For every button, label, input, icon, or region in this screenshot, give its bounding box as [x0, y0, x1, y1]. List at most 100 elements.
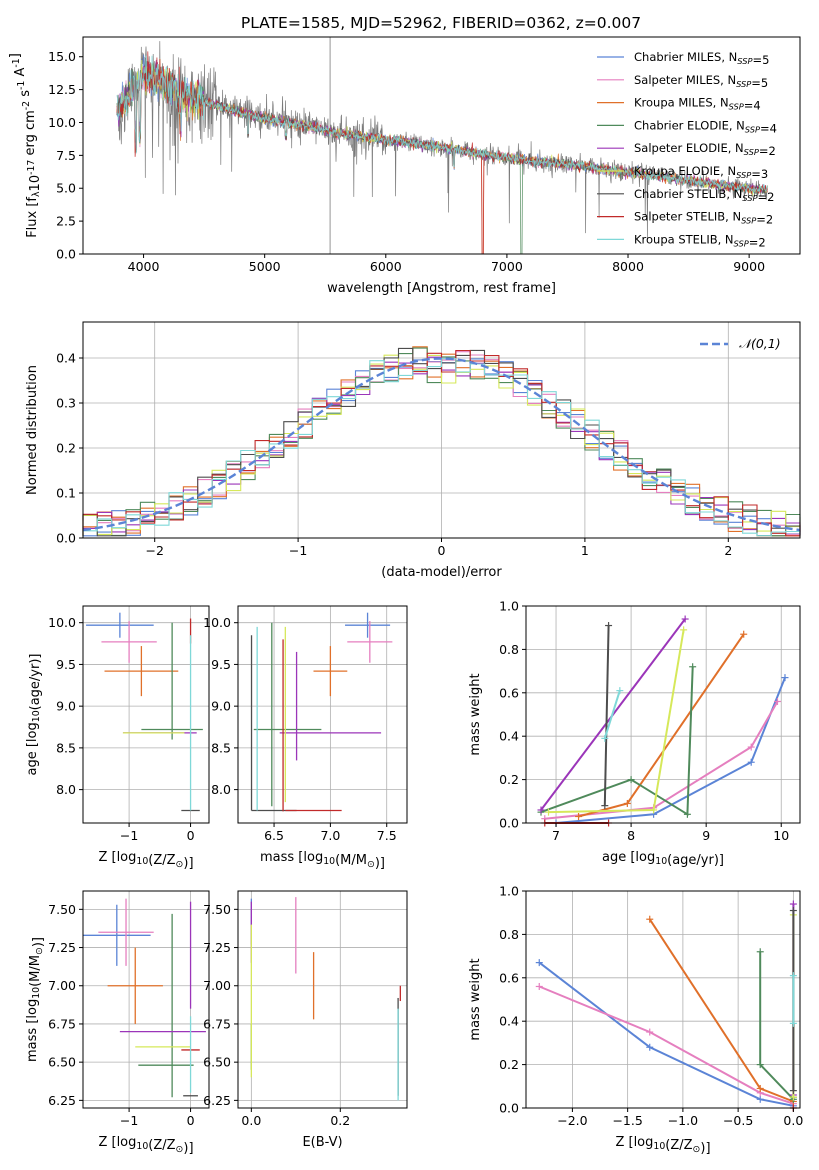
- weight-marker: [601, 802, 609, 810]
- data-residuals: [82, 346, 801, 537]
- weight-series: [538, 985, 794, 1105]
- x-tick-label: −1.0: [668, 1113, 698, 1128]
- error-bar: [313, 646, 348, 697]
- data-weight-vs-z: [535, 900, 797, 1112]
- y-tick-label: 7.00: [48, 978, 76, 993]
- x-tick-label: −2.0: [557, 1113, 587, 1128]
- x-tick-label: 10: [773, 828, 789, 843]
- y-tick-label: 8.0: [56, 782, 76, 797]
- x-tick-label: 8000: [612, 259, 644, 274]
- x-axis-label: Z [log10(Z/Z⊙)]: [98, 850, 193, 871]
- y-tick-label: 6.25: [203, 1093, 231, 1108]
- y-tick-label: 0.2: [499, 1057, 519, 1072]
- y-tick-label: 8.0: [211, 782, 231, 797]
- y-tick-label: 7.50: [203, 902, 231, 917]
- x-axis-label: age [log10(age/yr)]: [602, 850, 724, 868]
- weight-marker: [781, 674, 789, 682]
- weight-marker: [756, 1061, 764, 1069]
- axes-age-vs-mass: [238, 606, 407, 823]
- y-tick-label: 6.75: [48, 1016, 76, 1031]
- x-tick-label: 9000: [733, 259, 765, 274]
- weight-marker: [681, 615, 689, 623]
- x-tick-label: −1: [289, 543, 307, 558]
- x-axis-label: Z [log10(Z/Z⊙)]: [98, 1135, 193, 1156]
- error-bar: [345, 612, 391, 638]
- weight-marker: [646, 1043, 654, 1051]
- frame-mass-vs-ebv: 0.0 0.2 6.25 6.50 6.75 7.00 7.25 7.50 E(B-V): [203, 890, 408, 1150]
- error-bar: [101, 621, 157, 663]
- legend-label: 𝒩(0,1): [739, 336, 781, 351]
- y-tick-label: 15.0: [48, 49, 76, 64]
- x-axis-label: (data-model)/error: [381, 565, 502, 580]
- legend-label: Chabrier STELIB, NSSP=2: [634, 187, 774, 204]
- weight-marker: [646, 1028, 654, 1036]
- data-mass-vs-z: [83, 898, 206, 1098]
- weight-series: [544, 700, 779, 820]
- y-tick-label: 9.5: [56, 657, 76, 672]
- weight-marker: [601, 734, 609, 742]
- x-tick-label: 4000: [128, 259, 160, 274]
- weight-marker: [789, 972, 797, 980]
- x-tick-label: 8: [627, 828, 635, 843]
- y-tick-label: 7.25: [48, 940, 76, 955]
- y-tick-label: 0.0: [499, 816, 519, 831]
- x-tick-label: 0: [438, 543, 446, 558]
- x-tick-label: 9: [702, 828, 710, 843]
- weight-marker: [616, 687, 624, 695]
- y-axis-label: mass [log10(M/M⊙)]: [25, 937, 46, 1062]
- y-axis-label: age [log10(age/yr)]: [25, 654, 43, 776]
- weight-marker: [789, 900, 797, 908]
- error-bar: [107, 947, 163, 1024]
- y-tick-label: 2.5: [56, 214, 76, 229]
- data-age-vs-mass: [250, 612, 393, 812]
- x-axis-label: wavelength [Angstrom, rest frame]: [327, 281, 556, 296]
- frame-residuals: −2 −1 0 1 2 0.0 0.1 0.2 0.3 0.4 (data-model)/error…: [25, 321, 801, 580]
- weight-marker: [680, 626, 688, 634]
- y-tick-label: 0.2: [56, 441, 76, 456]
- error-bar: [86, 612, 154, 638]
- x-tick-label: 7.5: [377, 828, 397, 843]
- x-tick-label: −1.5: [612, 1113, 642, 1128]
- y-axis-label: Flux [fλ10-17 erg cm-2 s-1 A-1]: [8, 53, 43, 238]
- y-tick-label: 0.3: [56, 396, 76, 411]
- legend-label: Kroupa MILES, NSSP=4: [634, 96, 761, 113]
- x-tick-label: 0: [187, 828, 195, 843]
- frame-weight-vs-z: −2.0 −1.5 −1.0 −0.5 0.0 0.0 0.2 0.4 0.6 0.8 1.0 Z […: [468, 884, 803, 1157]
- x-tick-label: 0.2: [330, 1113, 350, 1128]
- x-tick-label: 0.0: [241, 1113, 261, 1128]
- y-axis-label: mass weight: [468, 673, 483, 755]
- x-axis-label: mass [log10(M/M⊙)]: [260, 850, 385, 871]
- y-tick-label: 0.0: [56, 247, 76, 262]
- legend-label: Kroupa ELODIE, NSSP=3: [634, 164, 768, 181]
- x-tick-label: −2: [145, 543, 163, 558]
- x-tick-label: 1: [581, 543, 589, 558]
- y-tick-label: 10.0: [48, 115, 76, 130]
- weight-marker: [627, 776, 635, 784]
- y-tick-label: 1.0: [499, 599, 519, 614]
- axes-frame: [82, 605, 210, 824]
- frame-age-vs-mass: 6.5 7.0 7.5 8.0 8.5 9.0 9.5 10.0 mass [log10(M/M…: [203, 605, 408, 871]
- y-tick-label: 7.25: [203, 940, 231, 955]
- y-tick-label: 9.5: [211, 657, 231, 672]
- frame-weight-vs-age: 7 8 9 10 0.0 0.2 0.4 0.6 0.8 1.0 age [log10(age/yr…: [468, 599, 801, 868]
- legend-label: Chabrier MILES, NSSP=5: [634, 50, 769, 67]
- y-tick-label: 0.1: [56, 486, 76, 501]
- x-tick-label: −1: [120, 1113, 138, 1128]
- x-tick-label: 7: [552, 828, 560, 843]
- x-tick-label: 0: [187, 1113, 195, 1128]
- weight-marker: [689, 663, 697, 671]
- y-tick-label: 6.25: [48, 1093, 76, 1108]
- x-axis-label: Z [log10(Z/Z⊙)]: [615, 1135, 710, 1156]
- error-bar: [83, 904, 151, 966]
- weight-marker: [747, 758, 755, 766]
- frame-spectrum: 4000 5000 6000 7000 8000 9000 0.0 2.5 5.0 7.5 10.0…: [8, 36, 801, 296]
- axes-frame: [82, 36, 801, 255]
- y-tick-label: 0.0: [56, 531, 76, 546]
- data-age-vs-z: [86, 612, 203, 812]
- weight-marker: [789, 1093, 797, 1101]
- y-tick-label: 0.8: [499, 927, 519, 942]
- y-tick-label: 9.0: [211, 699, 231, 714]
- frame-age-vs-z: −1 0 8.0 8.5 9.0 9.5 10.0 Z [log10(Z/Z⊙)] age [l…: [25, 605, 210, 871]
- y-tick-label: 7.50: [48, 902, 76, 917]
